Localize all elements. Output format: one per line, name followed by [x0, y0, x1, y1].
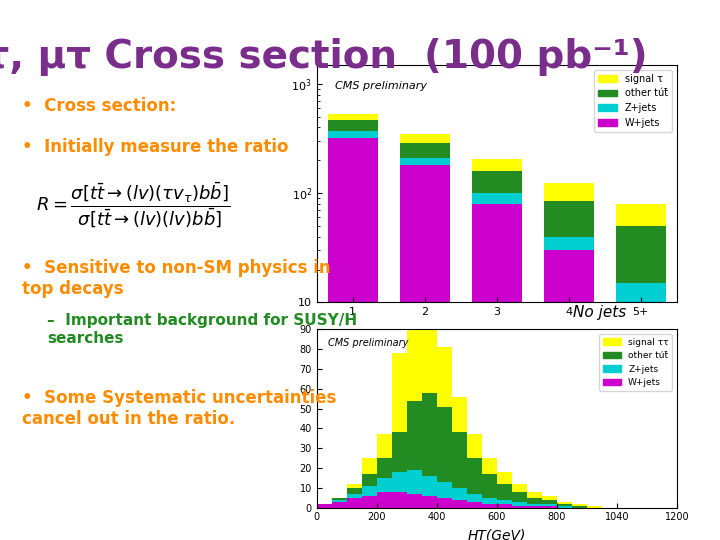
Bar: [544, 201, 594, 237]
Bar: [328, 131, 378, 138]
Text: CMS preliminary: CMS preliminary: [328, 338, 408, 348]
Legend: signal τ, other tút̄, Z+jets, W+jets: signal τ, other tút̄, Z+jets, W+jets: [594, 70, 672, 132]
Bar: [400, 134, 450, 143]
Bar: [452, 433, 467, 488]
Legend: signal ττ, other tút̄, Z+jets, W+jets: signal ττ, other tút̄, Z+jets, W+jets: [599, 334, 672, 390]
Bar: [497, 472, 512, 484]
Bar: [616, 226, 666, 283]
Text: •  Cross section:: • Cross section:: [22, 97, 176, 115]
Bar: [482, 498, 497, 504]
Bar: [328, 138, 378, 540]
Bar: [616, 302, 666, 540]
Bar: [422, 476, 437, 496]
Bar: [332, 502, 347, 508]
Bar: [422, 393, 437, 476]
Bar: [497, 500, 512, 504]
Bar: [472, 159, 522, 171]
Bar: [541, 504, 557, 505]
Bar: [482, 504, 497, 508]
Bar: [377, 478, 392, 492]
Text: $R = \dfrac{\sigma[t\bar{t} \to (lv)(\tau v_\tau) b\bar{b}]}{\sigma[t\bar{t} \to: $R = \dfrac{\sigma[t\bar{t} \to (lv)(\ta…: [36, 181, 230, 230]
Bar: [400, 158, 450, 165]
Text: •  Initially measure the ratio: • Initially measure the ratio: [22, 138, 288, 156]
Bar: [437, 347, 452, 407]
Bar: [482, 474, 497, 498]
Bar: [527, 492, 541, 498]
Bar: [437, 482, 452, 498]
Text: eτ, μτ Cross section  (100 pb⁻¹): eτ, μτ Cross section (100 pb⁻¹): [0, 38, 647, 76]
Bar: [452, 500, 467, 508]
Bar: [541, 500, 557, 504]
Bar: [362, 486, 377, 496]
Bar: [362, 458, 377, 474]
Bar: [392, 433, 407, 472]
Bar: [400, 165, 450, 540]
Bar: [541, 505, 557, 508]
Bar: [377, 492, 392, 508]
Bar: [392, 492, 407, 508]
Text: CMS preliminary: CMS preliminary: [335, 82, 427, 91]
Bar: [467, 502, 482, 508]
Bar: [347, 488, 362, 494]
Bar: [557, 504, 572, 505]
Text: No jets: No jets: [573, 305, 626, 320]
Bar: [527, 504, 541, 505]
Bar: [332, 500, 347, 502]
Bar: [347, 484, 362, 488]
Bar: [437, 498, 452, 508]
Bar: [407, 470, 422, 494]
Bar: [616, 283, 666, 302]
Bar: [472, 171, 522, 193]
Text: •  Some Systematic uncertainties
cancel out in the ratio.: • Some Systematic uncertainties cancel o…: [22, 389, 336, 428]
Bar: [407, 286, 422, 401]
Text: •  Sensitive to non-SM physics in
top decays: • Sensitive to non-SM physics in top dec…: [22, 259, 330, 298]
Bar: [377, 434, 392, 458]
Bar: [452, 488, 467, 500]
Bar: [544, 251, 594, 540]
Bar: [512, 505, 527, 508]
Bar: [328, 120, 378, 131]
Bar: [362, 496, 377, 508]
Bar: [544, 183, 594, 201]
Bar: [544, 237, 594, 251]
Bar: [512, 502, 527, 505]
Bar: [541, 496, 557, 500]
Bar: [527, 498, 541, 504]
Bar: [557, 505, 572, 508]
Bar: [587, 505, 602, 508]
Bar: [317, 504, 332, 508]
Bar: [392, 472, 407, 492]
Bar: [472, 193, 522, 204]
Bar: [572, 504, 587, 505]
Bar: [557, 502, 572, 504]
Text: –  Important background for SUSY/H
searches: – Important background for SUSY/H search…: [47, 313, 357, 346]
Bar: [572, 505, 587, 508]
Bar: [332, 498, 347, 500]
Bar: [512, 484, 527, 492]
Bar: [407, 494, 422, 508]
Bar: [407, 401, 422, 470]
Bar: [400, 143, 450, 158]
Bar: [328, 114, 378, 120]
Bar: [497, 504, 512, 508]
Bar: [362, 474, 377, 486]
Bar: [616, 204, 666, 226]
Bar: [467, 434, 482, 458]
Bar: [512, 492, 527, 502]
Bar: [347, 494, 362, 498]
X-axis label: HT(GeV): HT(GeV): [467, 528, 526, 540]
Bar: [452, 397, 467, 433]
Bar: [482, 458, 497, 474]
Bar: [527, 505, 541, 508]
Bar: [437, 407, 452, 482]
Bar: [422, 496, 437, 508]
Bar: [392, 353, 407, 433]
Bar: [497, 484, 512, 500]
Bar: [347, 498, 362, 508]
Bar: [422, 303, 437, 393]
Bar: [472, 204, 522, 540]
Bar: [377, 458, 392, 478]
Bar: [467, 494, 482, 502]
Bar: [467, 458, 482, 494]
